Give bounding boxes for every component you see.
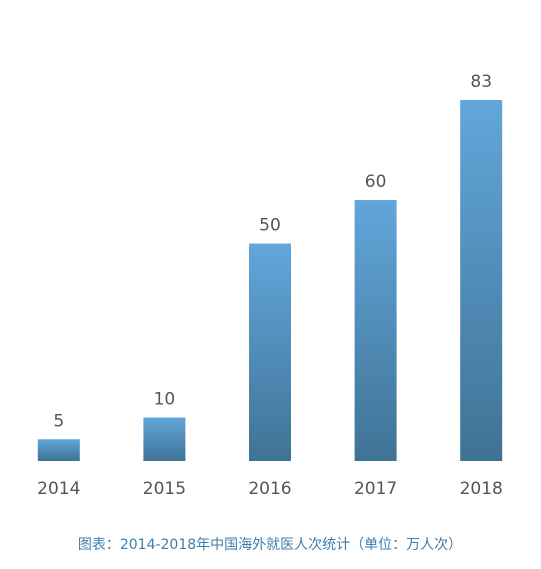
- x-tick-label: 2017: [354, 479, 397, 499]
- value-label: 60: [365, 172, 387, 192]
- bar: [37, 439, 80, 461]
- value-label: 50: [259, 216, 281, 236]
- bar: [143, 417, 186, 461]
- value-label: 10: [154, 390, 176, 410]
- value-label: 5: [53, 411, 64, 431]
- x-tick-label: 2015: [143, 479, 186, 499]
- x-tick-label: 2014: [37, 479, 80, 499]
- bar: [460, 100, 503, 461]
- caption: 图表：2014-2018年中国海外就医人次统计（单位：万人次）: [78, 537, 462, 553]
- bar: [354, 200, 397, 462]
- value-label: 83: [470, 72, 492, 92]
- bar: [249, 243, 291, 461]
- x-tick-label: 2016: [248, 479, 291, 499]
- x-tick-label: 2018: [460, 479, 503, 499]
